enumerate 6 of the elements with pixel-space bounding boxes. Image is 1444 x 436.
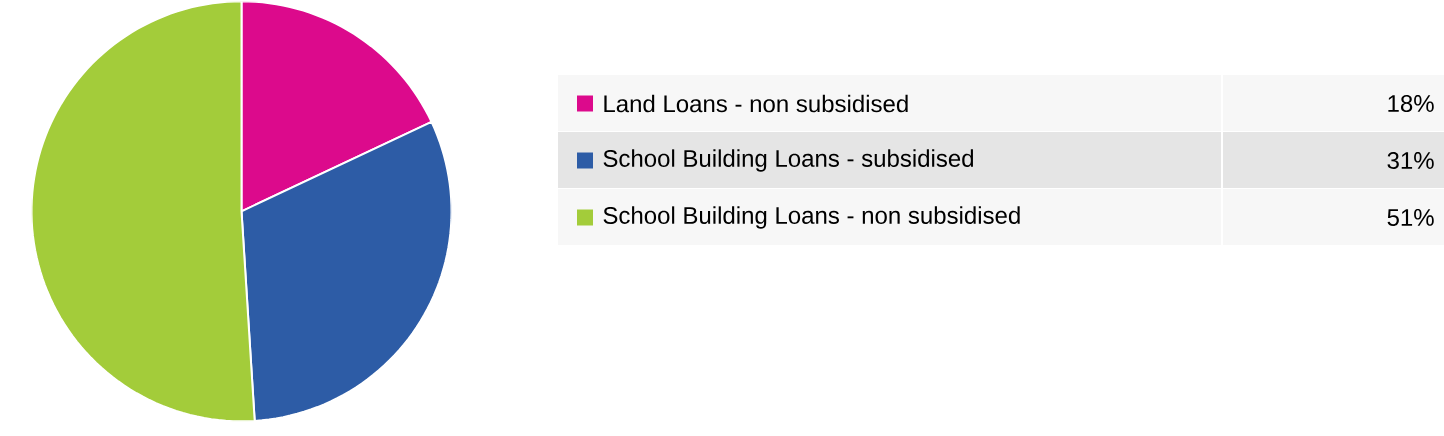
legend-label: School Building Loans - subsidised	[603, 149, 973, 172]
legend-label: School Building Loans - non subsidised	[603, 206, 1020, 229]
legend-label: Land Loans - non subsidised	[604, 94, 908, 113]
data-label: 31%	[1387, 152, 1434, 169]
data-label: 51%	[1387, 209, 1434, 226]
data-label: 18%	[1388, 95, 1434, 112]
